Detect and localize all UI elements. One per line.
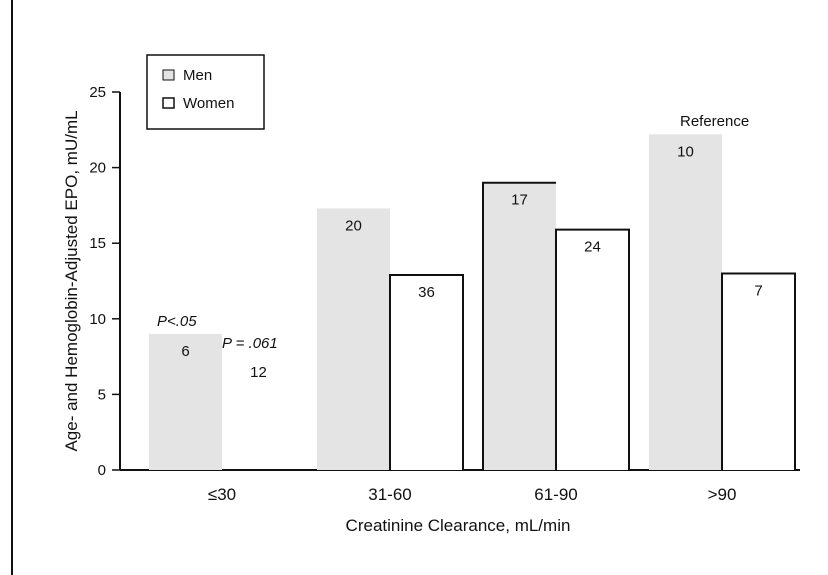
y-tick-label: 25 bbox=[89, 84, 106, 101]
bar-men bbox=[149, 333, 222, 470]
y-tick-label: 20 bbox=[89, 160, 106, 177]
bar-women bbox=[555, 228, 630, 470]
bar-label-women: 24 bbox=[584, 239, 601, 256]
bar-label-men: 20 bbox=[345, 217, 362, 234]
x-ticks: ≤30 31-60 61-90 >90 bbox=[208, 485, 737, 504]
annotation-reference: Reference bbox=[680, 113, 749, 130]
bar-label-women: 7 bbox=[754, 282, 762, 299]
legend-label-women: Women bbox=[183, 95, 234, 112]
bar-women bbox=[389, 273, 464, 470]
annotation-p-women: P = .061 bbox=[222, 335, 278, 352]
legend-swatch-women bbox=[162, 97, 175, 109]
x-axis-title: Creatinine Clearance, mL/min bbox=[346, 516, 571, 535]
legend-swatch-men bbox=[162, 69, 175, 81]
bar-men bbox=[317, 208, 390, 470]
bar-men bbox=[649, 134, 722, 470]
bar-men-outline bbox=[482, 181, 556, 470]
bars bbox=[149, 134, 796, 470]
bar-label-men: 17 bbox=[511, 192, 528, 209]
annotations: P<.05 P = .061 Reference bbox=[157, 113, 749, 352]
annotation-p-men: P<.05 bbox=[157, 313, 197, 330]
y-axis-title: Age- and Hemoglobin-Adjusted EPO, mU/mL bbox=[62, 110, 81, 451]
bar-label-women: 12 bbox=[250, 364, 267, 381]
legend-box bbox=[146, 54, 265, 130]
x-tick-label: >90 bbox=[708, 485, 737, 504]
bar-label-men: 6 bbox=[181, 343, 189, 360]
y-tick-label: 5 bbox=[98, 386, 106, 403]
x-tick-label: 61-90 bbox=[534, 485, 577, 504]
x-tick-label: 31-60 bbox=[368, 485, 411, 504]
legend: Men Women bbox=[146, 54, 265, 130]
bar-men bbox=[483, 182, 556, 470]
bar-women bbox=[721, 272, 796, 470]
legend-label-men: Men bbox=[183, 67, 212, 84]
bar-label-men: 10 bbox=[677, 143, 694, 160]
y-tick-label: 10 bbox=[89, 311, 106, 328]
x-tick-label: ≤30 bbox=[208, 485, 236, 504]
bar-labels: 6 12 20 36 17 24 10 7 bbox=[181, 143, 762, 381]
bar-label-women: 36 bbox=[418, 284, 435, 301]
y-tick-label: 0 bbox=[98, 462, 106, 479]
y-tick-label: 15 bbox=[89, 235, 106, 252]
y-ticks: 0 5 10 15 20 25 bbox=[89, 84, 120, 479]
